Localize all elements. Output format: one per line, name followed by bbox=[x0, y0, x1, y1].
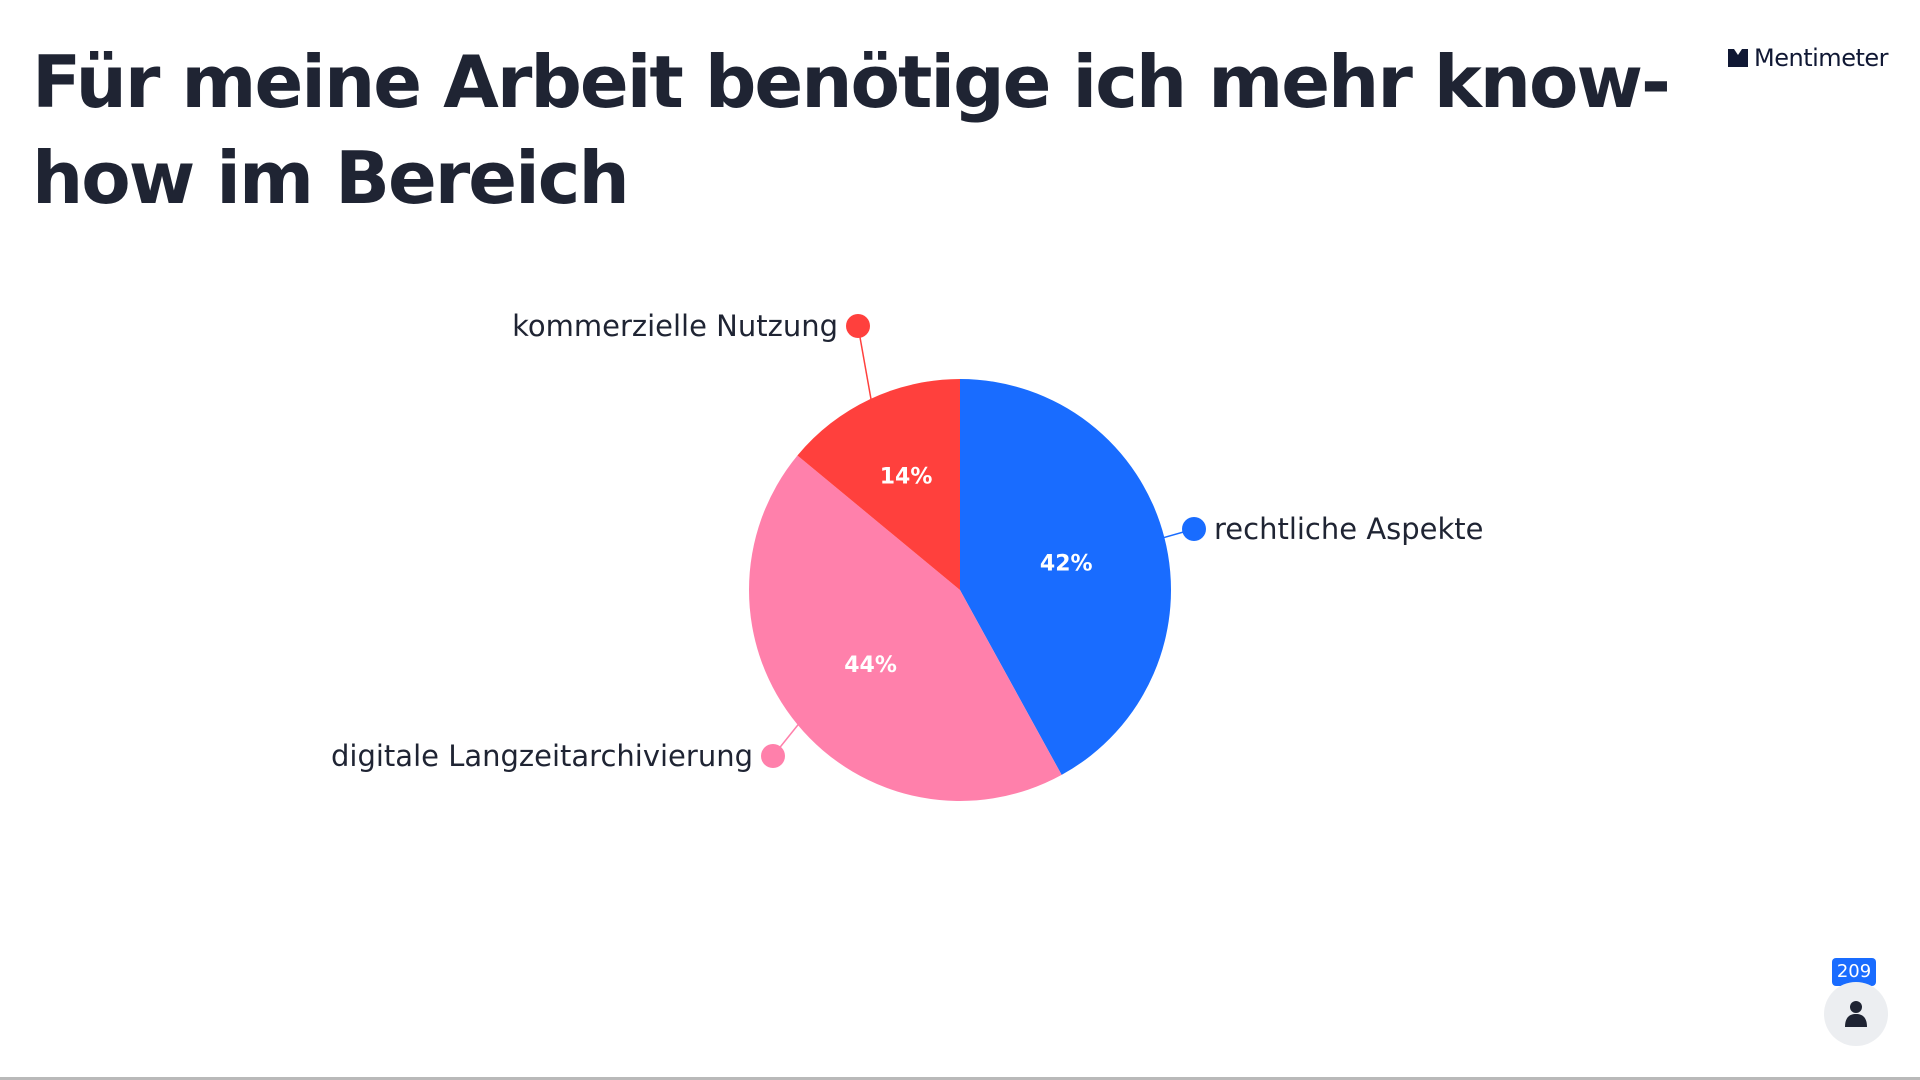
legend-label: digitale Langzeitarchivierung bbox=[331, 739, 753, 773]
mentimeter-logo: Mentimeter bbox=[1728, 44, 1888, 72]
person-icon bbox=[1824, 982, 1888, 1046]
pie-slice-2 bbox=[797, 379, 960, 590]
pie-slice-1 bbox=[748, 455, 1062, 802]
legend-dot bbox=[846, 314, 870, 338]
bottom-border bbox=[0, 1077, 1920, 1080]
slice-percent-label: 42% bbox=[1040, 552, 1093, 577]
slice-percent-label: 44% bbox=[844, 653, 897, 678]
pie-slice-0 bbox=[960, 379, 1172, 775]
slide-title: Für meine Arbeit benötige ich mehr know-… bbox=[32, 40, 1671, 220]
legend-dot bbox=[761, 744, 785, 768]
mentimeter-logo-icon bbox=[1728, 49, 1749, 67]
legend-dot bbox=[1182, 517, 1206, 541]
legend-label: rechtliche Aspekte bbox=[1214, 512, 1484, 546]
callout-line bbox=[857, 325, 873, 403]
participant-count[interactable]: 209 bbox=[1824, 958, 1888, 1046]
brand-name: Mentimeter bbox=[1754, 44, 1888, 72]
slice-percent-label: 14% bbox=[880, 464, 933, 489]
legend-label: kommerzielle Nutzung bbox=[512, 309, 838, 343]
participant-count-badge: 209 bbox=[1832, 958, 1876, 986]
